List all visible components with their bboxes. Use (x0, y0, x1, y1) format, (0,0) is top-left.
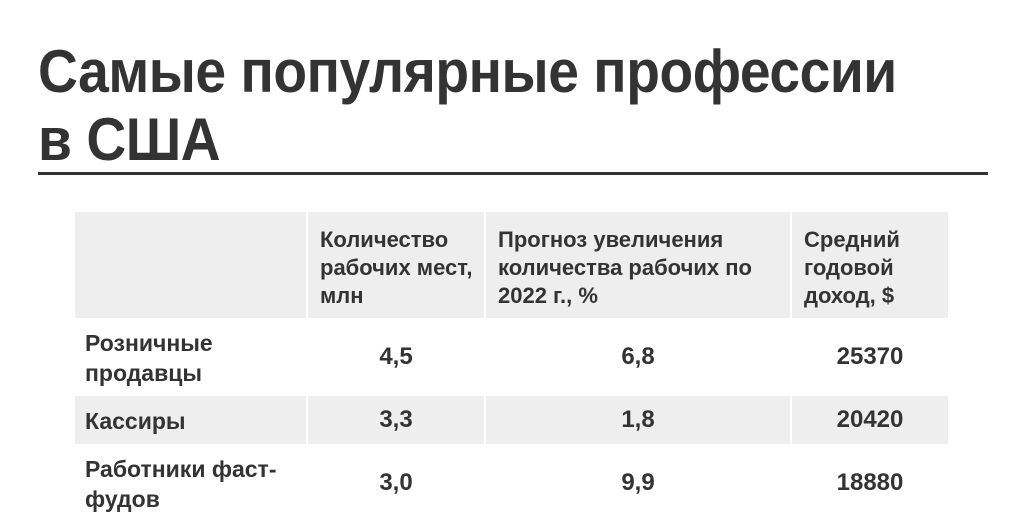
income-cell: 18880 (792, 444, 948, 512)
header-profession (75, 212, 308, 318)
growth-cell: 1,8 (486, 396, 792, 444)
growth-cell: 9,9 (486, 444, 792, 512)
jobs-cell: 3,0 (308, 444, 486, 512)
profession-cell: Розничные продавцы (75, 318, 308, 396)
table-row: Кассиры 3,3 1,8 20420 (75, 396, 948, 444)
table-row: Работники фаст-фудов 3,0 9,9 18880 (75, 444, 948, 512)
table-header-row: Количество рабочих мест, млн Прогноз уве… (75, 212, 948, 318)
header-income: Средний годовой доход, $ (792, 212, 948, 318)
table-row: Розничные продавцы 4,5 6,8 25370 (75, 318, 948, 396)
income-cell: 20420 (792, 396, 948, 444)
header-growth: Прогноз увеличения количества рабочих по… (486, 212, 792, 318)
profession-cell: Кассиры (75, 396, 308, 444)
profession-cell: Работники фаст-фудов (75, 444, 308, 512)
professions-table: Количество рабочих мест, млн Прогноз уве… (75, 212, 948, 512)
page-title: Самые популярные профессии в США (38, 38, 897, 173)
jobs-cell: 4,5 (308, 318, 486, 396)
growth-cell: 6,8 (486, 318, 792, 396)
income-cell: 25370 (792, 318, 948, 396)
header-jobs: Количество рабочих мест, млн (308, 212, 486, 318)
jobs-cell: 3,3 (308, 396, 486, 444)
title-divider (38, 172, 988, 175)
